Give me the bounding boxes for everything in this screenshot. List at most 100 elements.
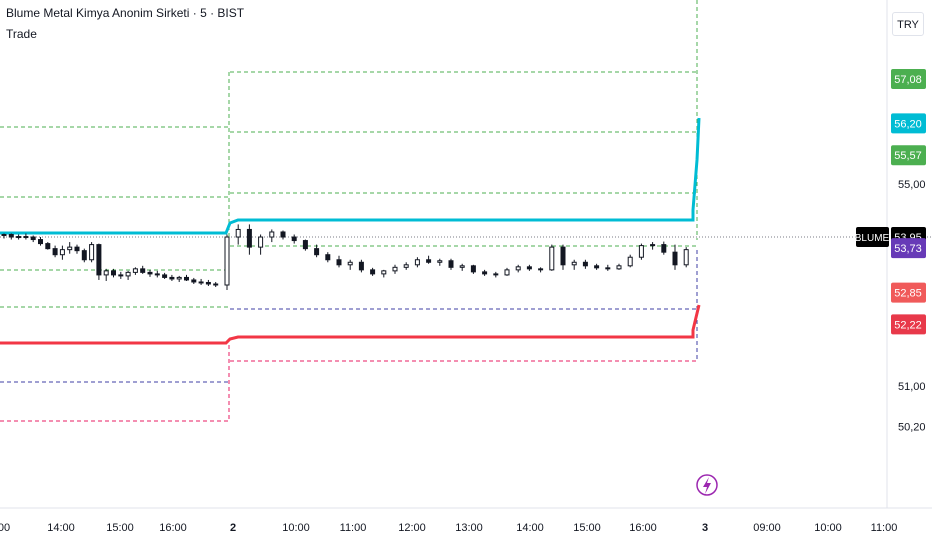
- candle: [269, 229, 275, 243]
- candle-body: [683, 249, 689, 266]
- candle-body: [403, 264, 409, 268]
- price-label-tag: 57,08: [891, 68, 926, 89]
- time-tick-label: 15:00: [573, 522, 601, 534]
- plot-area: [0, 0, 932, 496]
- candle: [224, 234, 230, 291]
- candle: [672, 244, 678, 270]
- price-tick-label: 55,00: [898, 179, 926, 191]
- candle: [616, 263, 622, 270]
- candle-body: [616, 265, 622, 270]
- candle: [132, 267, 138, 275]
- candle: [162, 272, 168, 279]
- candle: [125, 270, 131, 280]
- candle-body: [538, 268, 544, 271]
- candle: [154, 270, 160, 278]
- candle-body: [269, 231, 275, 238]
- candle-body: [504, 269, 510, 276]
- candle: [213, 281, 219, 288]
- candle: [549, 244, 555, 271]
- time-tick-label: 14:00: [516, 522, 544, 534]
- candle-body: [118, 274, 124, 277]
- price-tick-label: 51,00: [898, 381, 926, 393]
- candle: [169, 274, 175, 281]
- candle: [45, 242, 51, 250]
- candle: [426, 255, 432, 264]
- price-label-text: 57,08: [894, 74, 922, 86]
- candle-body: [213, 283, 219, 286]
- candle-body: [246, 228, 252, 248]
- price-label-bg: [891, 68, 926, 89]
- price-label-bg: [891, 282, 926, 303]
- candle: [437, 258, 443, 266]
- candle-body: [224, 236, 230, 286]
- time-tick-label: 16:00: [629, 522, 657, 534]
- time-tick-label: 15:00: [106, 522, 134, 534]
- candle: [246, 224, 252, 255]
- candle-body: [258, 236, 264, 248]
- candle-body: [493, 273, 499, 276]
- price-label-bg: [891, 238, 926, 259]
- time-tick-label: 10:00: [282, 522, 310, 534]
- candle: [605, 264, 611, 271]
- time-tick-label: 09:00: [753, 522, 781, 534]
- price-label-text: 52,22: [894, 319, 922, 331]
- symbol-tag-text: BLUME: [855, 233, 890, 244]
- candle-body: [549, 246, 555, 271]
- candle-body: [470, 265, 476, 273]
- candle-body: [437, 260, 443, 263]
- candle: [23, 233, 29, 240]
- candle: [358, 259, 364, 273]
- candle: [258, 234, 264, 255]
- price-label-bg: [891, 113, 926, 134]
- candle-body: [81, 250, 87, 261]
- candle-body: [132, 268, 138, 273]
- candle: [504, 267, 510, 276]
- candle-body: [52, 248, 58, 256]
- candle-body: [8, 234, 14, 238]
- candle-body: [140, 268, 146, 273]
- symbol-tag-bg: [856, 227, 889, 248]
- time-tick-label: 12:00: [398, 522, 426, 534]
- candle: [147, 269, 153, 277]
- candle-body: [672, 251, 678, 266]
- candle-body: [291, 236, 297, 242]
- candle: [470, 264, 476, 274]
- time-tick-label: 11:00: [340, 522, 367, 534]
- candle: [176, 275, 182, 282]
- candle-body: [515, 266, 521, 271]
- candle: [381, 269, 387, 278]
- candle: [59, 245, 65, 260]
- price-label-text: 56,20: [894, 118, 922, 130]
- candle: [403, 262, 409, 270]
- candle-body: [370, 269, 376, 275]
- candle: [280, 230, 286, 240]
- candle-body: [314, 248, 320, 256]
- candle-body: [560, 246, 566, 266]
- candle-body: [45, 243, 51, 250]
- price-label-text: 55,57: [894, 150, 922, 162]
- currency-button[interactable]: TRY: [892, 12, 924, 36]
- candle-body: [336, 259, 342, 266]
- candle-body: [67, 246, 73, 251]
- candle-body: [198, 281, 204, 284]
- candle-body: [482, 271, 488, 275]
- candle-body: [89, 244, 95, 261]
- candle: [302, 239, 308, 251]
- candle-body: [347, 261, 353, 266]
- candle-body: [582, 261, 588, 267]
- candle-body: [605, 267, 611, 270]
- time-tick-label: 14:00: [47, 522, 75, 534]
- candle: [205, 279, 211, 287]
- candle-body: [414, 259, 420, 266]
- candle: [594, 263, 600, 270]
- candle: [493, 271, 499, 278]
- indicator-label[interactable]: Trade: [6, 27, 37, 41]
- candle: [336, 255, 342, 268]
- candle-body: [111, 270, 116, 276]
- candle: [235, 224, 241, 245]
- candle: [16, 234, 22, 240]
- candle-body: [154, 273, 160, 276]
- candle-body: [661, 244, 667, 253]
- price-label-tag: 53,73: [891, 238, 926, 259]
